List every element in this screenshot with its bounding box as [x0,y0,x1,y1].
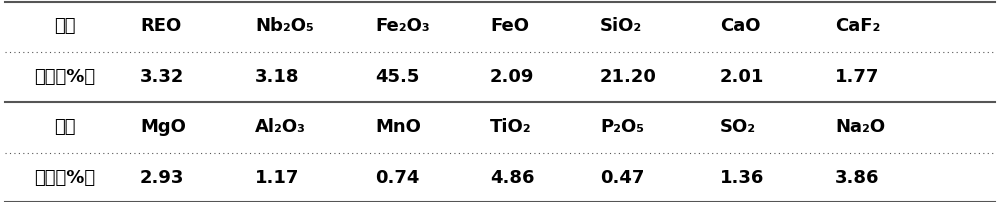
Text: P₂O₅: P₂O₅ [600,118,644,136]
Text: Na₂O: Na₂O [835,118,885,136]
Text: 2.93: 2.93 [140,169,184,187]
Text: 2.01: 2.01 [720,68,764,86]
Text: 0.47: 0.47 [600,169,644,187]
Text: 3.86: 3.86 [835,169,880,187]
Text: Fe₂O₃: Fe₂O₃ [375,17,430,35]
Text: CaF₂: CaF₂ [835,17,880,35]
Text: Nb₂O₅: Nb₂O₅ [255,17,314,35]
Text: 2.09: 2.09 [490,68,534,86]
Text: 3.18: 3.18 [255,68,300,86]
Text: Al₂O₃: Al₂O₃ [255,118,306,136]
Text: 45.5: 45.5 [375,68,419,86]
Text: 含量（%）: 含量（%） [34,68,96,86]
Text: 21.20: 21.20 [600,68,657,86]
Text: 1.17: 1.17 [255,169,299,187]
Text: REO: REO [140,17,181,35]
Text: CaO: CaO [720,17,761,35]
Text: FeO: FeO [490,17,529,35]
Text: 1.36: 1.36 [720,169,764,187]
Text: 成分: 成分 [54,118,76,136]
Text: 4.86: 4.86 [490,169,534,187]
Text: MnO: MnO [375,118,421,136]
Text: SO₂: SO₂ [720,118,756,136]
Text: 成分: 成分 [54,17,76,35]
Text: 3.32: 3.32 [140,68,184,86]
Text: 含量（%）: 含量（%） [34,169,96,187]
Text: MgO: MgO [140,118,186,136]
Text: 0.74: 0.74 [375,169,419,187]
Text: 1.77: 1.77 [835,68,879,86]
Text: SiO₂: SiO₂ [600,17,642,35]
Text: TiO₂: TiO₂ [490,118,532,136]
